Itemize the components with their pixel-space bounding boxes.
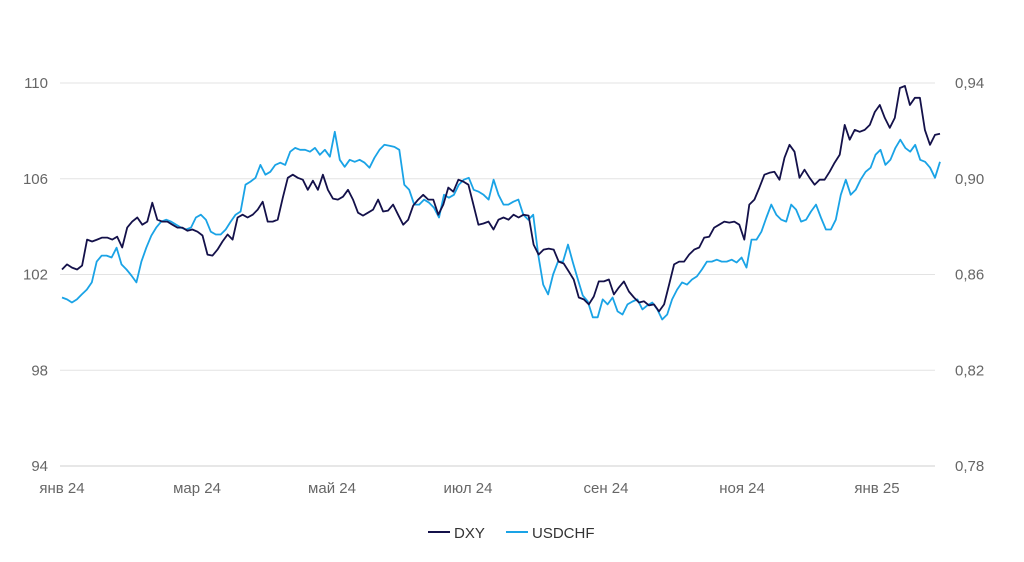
x-tick-label: ноя 24: [719, 480, 765, 497]
legend: DXY USDCHF: [428, 525, 595, 542]
gridlines: [60, 82, 935, 467]
left-tick-label: 110: [24, 75, 48, 92]
left-tick-label: 94: [31, 458, 48, 475]
series-line-dxy: [61, 85, 941, 313]
x-tick-label: сен 24: [584, 480, 629, 497]
x-tick-label: июл 24: [444, 480, 493, 497]
x-tick-label: янв 25: [854, 480, 899, 497]
right-tick-label: 0,78: [955, 458, 984, 475]
x-tick-label: мар 24: [173, 480, 221, 497]
left-axis-ticks: 110 106 102 98 94: [23, 75, 48, 475]
right-tick-label: 0,82: [955, 362, 984, 379]
series-line-usdchf: [61, 130, 941, 321]
legend-label-dxy: DXY: [454, 525, 485, 542]
x-tick-label: янв 24: [39, 480, 84, 497]
x-tick-label: май 24: [308, 480, 356, 497]
series-lines: [61, 85, 941, 321]
right-tick-label: 0,86: [955, 267, 984, 284]
legend-label-usdchf: USDCHF: [532, 525, 595, 542]
right-tick-label: 0,90: [955, 171, 984, 188]
right-axis-ticks: 0,94 0,90 0,86 0,82 0,78: [955, 75, 984, 475]
right-tick-label: 0,94: [955, 75, 984, 92]
left-tick-label: 98: [31, 362, 48, 379]
x-axis-ticks: янв 24 мар 24 май 24 июл 24 сен 24 ноя 24 янв …: [39, 480, 899, 497]
left-tick-label: 102: [23, 267, 48, 284]
left-tick-label: 106: [23, 171, 48, 188]
